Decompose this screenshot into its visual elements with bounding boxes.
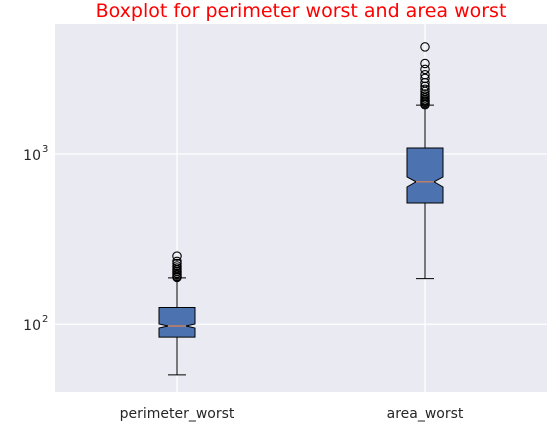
x-tick-label-perimeter-worst: perimeter_worst: [120, 406, 235, 422]
flier-point: [420, 84, 430, 94]
notched-box: [158, 307, 196, 338]
flier-point: [172, 251, 182, 261]
flier-point: [420, 73, 430, 84]
box-area-worst: [406, 42, 444, 280]
flier-point: [420, 64, 430, 75]
flier-point: [172, 261, 182, 271]
flier-point: [420, 89, 430, 99]
flier-point: [172, 256, 182, 267]
notched-box: [406, 147, 444, 204]
chart-title: Boxplot for perimeter worst and area wor…: [96, 0, 507, 22]
y-tick-label-0: 10: [23, 318, 41, 334]
flier-point: [420, 58, 430, 69]
flier-point: [420, 42, 430, 52]
plot-area: [55, 24, 547, 392]
boxes: [158, 42, 444, 376]
flier-point: [420, 69, 430, 80]
x-tick-label-area-worst: area_worst: [387, 406, 464, 422]
y-tick-label-1: 10: [23, 148, 41, 164]
y-tick-exponent-0: 2: [42, 314, 48, 325]
box-perimeter-worst: [158, 251, 196, 376]
y-tick-exponent-1: 3: [42, 144, 48, 155]
flier-point: [420, 81, 430, 91]
